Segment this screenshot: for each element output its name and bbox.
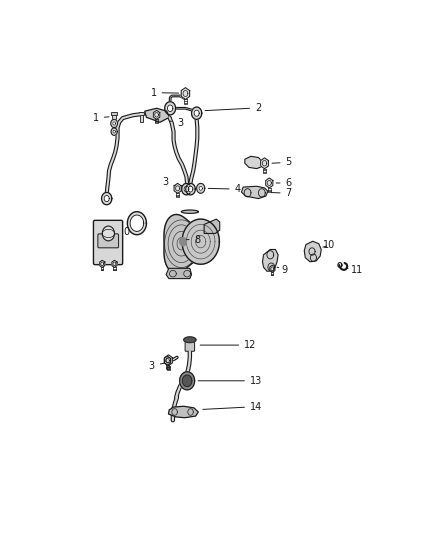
Polygon shape: [112, 260, 117, 268]
Polygon shape: [261, 158, 268, 169]
Polygon shape: [182, 375, 192, 386]
Polygon shape: [241, 186, 268, 199]
Polygon shape: [164, 214, 203, 273]
Polygon shape: [102, 192, 112, 205]
Text: 3: 3: [149, 361, 164, 370]
Polygon shape: [266, 178, 273, 188]
Polygon shape: [197, 183, 205, 193]
Polygon shape: [270, 265, 275, 272]
Text: 2: 2: [205, 103, 261, 113]
Polygon shape: [188, 186, 193, 192]
Polygon shape: [111, 128, 117, 135]
Polygon shape: [304, 241, 321, 262]
Bar: [111, 112, 117, 115]
Polygon shape: [100, 260, 105, 268]
Polygon shape: [174, 183, 181, 193]
Text: 13: 13: [198, 376, 262, 386]
Polygon shape: [204, 219, 220, 233]
Text: 8: 8: [187, 235, 201, 245]
Bar: [140, 114, 143, 122]
Polygon shape: [180, 372, 194, 390]
Polygon shape: [245, 156, 262, 168]
Polygon shape: [113, 122, 116, 125]
Text: 3: 3: [162, 177, 175, 187]
Polygon shape: [186, 183, 195, 195]
Polygon shape: [199, 187, 202, 190]
Text: 1: 1: [151, 88, 179, 98]
Polygon shape: [111, 119, 117, 127]
Text: 14: 14: [203, 402, 262, 411]
Polygon shape: [181, 210, 198, 213]
Polygon shape: [180, 238, 187, 246]
Text: 0: 0: [124, 227, 130, 237]
Bar: [113, 115, 116, 124]
Polygon shape: [130, 215, 144, 231]
Text: 3: 3: [170, 118, 183, 127]
Text: 5: 5: [272, 157, 292, 167]
Circle shape: [102, 226, 114, 241]
Text: 11: 11: [347, 265, 363, 275]
Polygon shape: [184, 186, 189, 192]
Polygon shape: [113, 130, 115, 133]
FancyBboxPatch shape: [98, 234, 119, 248]
Text: 12: 12: [200, 340, 257, 350]
Polygon shape: [167, 105, 173, 111]
Text: 6: 6: [276, 178, 292, 188]
Polygon shape: [153, 110, 160, 119]
Text: 9: 9: [277, 265, 288, 275]
Polygon shape: [165, 102, 176, 115]
Text: 10: 10: [323, 240, 335, 251]
Text: 7: 7: [272, 188, 292, 198]
Polygon shape: [262, 249, 278, 271]
Polygon shape: [127, 212, 146, 235]
Polygon shape: [194, 110, 199, 116]
Polygon shape: [182, 183, 191, 195]
Polygon shape: [184, 337, 196, 343]
Polygon shape: [145, 108, 170, 122]
Text: 1: 1: [93, 113, 109, 123]
Polygon shape: [169, 406, 198, 418]
Text: 4: 4: [208, 184, 241, 194]
Polygon shape: [181, 87, 190, 99]
Bar: [138, 112, 144, 115]
FancyBboxPatch shape: [185, 341, 194, 351]
Polygon shape: [191, 107, 202, 119]
FancyBboxPatch shape: [93, 220, 123, 265]
Polygon shape: [182, 219, 219, 264]
Polygon shape: [166, 268, 191, 279]
Polygon shape: [104, 196, 109, 201]
Polygon shape: [165, 355, 172, 366]
Polygon shape: [164, 356, 171, 365]
